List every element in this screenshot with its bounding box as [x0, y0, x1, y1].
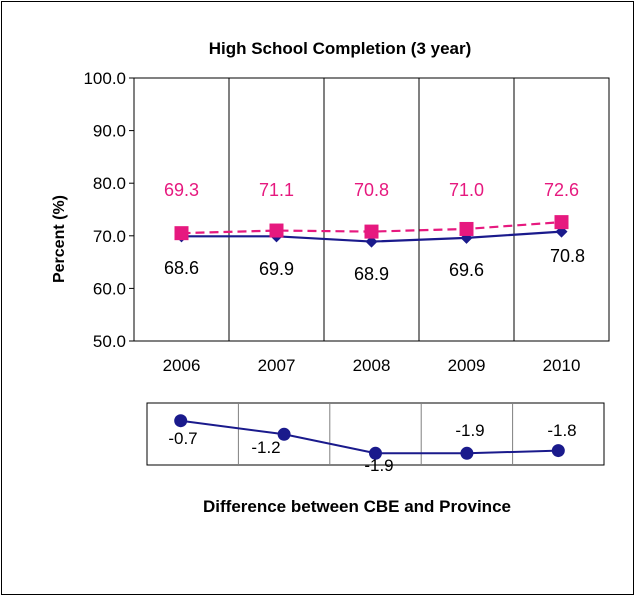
y-tick-label: 60.0	[93, 279, 126, 298]
pink-series-marker	[269, 223, 284, 238]
difference-data-label: -1.2	[251, 438, 280, 457]
difference-data-label: -1.9	[455, 421, 484, 440]
blue-data-label: 69.6	[449, 260, 484, 280]
difference-marker	[460, 446, 474, 460]
y-tick-label: 70.0	[93, 227, 126, 246]
x-tick-label: 2010	[543, 356, 581, 375]
pink-series-marker	[174, 226, 189, 241]
main-plot-area: 50.0 60.0 70.0 80.0 90.0 100.0 2006 2007 2008 200…	[83, 69, 610, 375]
y-axis-label: Percent (%)	[51, 195, 68, 283]
pink-data-label: 71.1	[259, 180, 294, 200]
pink-series-marker	[364, 224, 379, 239]
blue-data-label: 68.9	[354, 264, 389, 284]
chart-title: High School Completion (3 year)	[209, 39, 472, 58]
y-tick-label: 90.0	[93, 122, 126, 141]
pink-data-label: 69.3	[164, 180, 199, 200]
difference-data-label: -1.8	[547, 421, 576, 440]
difference-marker	[551, 444, 565, 458]
difference-data-label: -0.7	[168, 429, 197, 448]
blue-data-label: 70.8	[550, 246, 585, 266]
difference-marker	[277, 427, 291, 441]
y-tick-label: 100.0	[83, 69, 126, 88]
difference-plot-area: -0.7 -1.2 -1.9 -1.9 -1.8	[146, 402, 605, 475]
blue-data-label: 68.6	[164, 258, 199, 278]
x-tick-label: 2009	[448, 356, 486, 375]
pink-data-label: 70.8	[354, 180, 389, 200]
y-tick-label: 50.0	[93, 332, 126, 351]
difference-chart-title: Difference between CBE and Province	[203, 497, 511, 516]
x-tick-label: 2008	[353, 356, 391, 375]
pink-series-marker	[554, 215, 569, 230]
pink-data-label: 71.0	[449, 180, 484, 200]
x-tick-label: 2007	[258, 356, 296, 375]
difference-marker	[174, 414, 188, 428]
pink-series-marker	[459, 221, 474, 236]
difference-marker	[369, 446, 382, 460]
pink-data-label: 72.6	[544, 180, 579, 200]
plot-border	[133, 77, 610, 342]
blue-data-label: 69.9	[259, 259, 294, 279]
x-tick-label: 2006	[163, 356, 201, 375]
y-tick-label: 80.0	[93, 174, 126, 193]
difference-data-label: -1.9	[364, 456, 393, 475]
